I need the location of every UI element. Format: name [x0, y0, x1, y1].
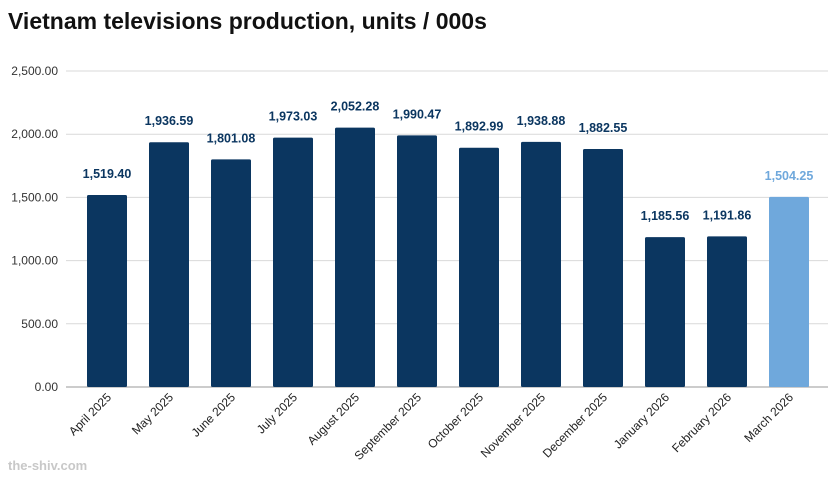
bar: [769, 196, 809, 387]
x-axis-labels: April 2025 May 2025 June 2025 July 2025 Augu…: [66, 390, 796, 463]
x-tick-label: November 2025: [478, 390, 549, 461]
x-tick-label: April 2025: [66, 390, 114, 438]
bar: [273, 137, 313, 387]
bar: [397, 135, 437, 387]
x-tick-label: January 2026: [611, 390, 673, 452]
bar: [335, 127, 375, 388]
data-label: 1,801.08: [207, 131, 256, 145]
bar: [521, 141, 561, 387]
bar: [707, 236, 747, 387]
data-labels: 1,519.40 1,936.59 1,801.08 1,973.03 2,052.28…: [83, 100, 814, 224]
x-tick-label: October 2025: [425, 390, 487, 452]
bars: [87, 127, 809, 388]
bar: [87, 194, 127, 387]
data-label: 1,882.55: [579, 121, 628, 135]
bar: [645, 237, 685, 387]
x-tick-label: February 2026: [669, 390, 734, 455]
y-tick-label: 500.00: [21, 317, 58, 331]
data-label: 1,519.40: [83, 167, 132, 181]
y-tick-label: 1,000.00: [11, 254, 58, 268]
data-label: 1,973.03: [269, 110, 318, 124]
bar: [583, 149, 623, 387]
x-tick-label: December 2025: [540, 390, 611, 461]
y-tick-label: 0.00: [35, 380, 59, 394]
watermark: the-shiv.com: [8, 458, 88, 473]
bar: [459, 147, 499, 387]
x-tick-label: August 2025: [305, 390, 363, 448]
x-tick-label: July 2025: [254, 390, 300, 436]
data-label: 1,936.59: [145, 114, 194, 128]
gridlines: [66, 70, 828, 388]
x-tick-label: May 2025: [129, 390, 176, 437]
data-label: 2,052.28: [331, 100, 380, 114]
bar: [211, 159, 251, 387]
data-label: 1,990.47: [393, 107, 442, 121]
data-label: 1,892.99: [455, 120, 504, 134]
x-tick-label: June 2025: [189, 390, 239, 440]
data-label: 1,504.25: [765, 169, 814, 183]
y-tick-label: 1,500.00: [11, 190, 58, 204]
x-tick-label: September 2025: [351, 390, 424, 463]
y-tick-label: 2,500.00: [11, 64, 58, 78]
data-label: 1,185.56: [641, 209, 690, 223]
bar: [149, 142, 189, 387]
data-label: 1,938.88: [517, 114, 566, 128]
chart-title: Vietnam televisions production, units / …: [8, 8, 487, 34]
x-tick-label: March 2026: [741, 390, 796, 445]
y-tick-label: 2,000.00: [11, 127, 58, 141]
data-label: 1,191.86: [703, 208, 752, 222]
y-axis-ticks: 0.00 500.00 1,000.00 1,500.00 2,000.00 2,500.…: [11, 64, 58, 394]
